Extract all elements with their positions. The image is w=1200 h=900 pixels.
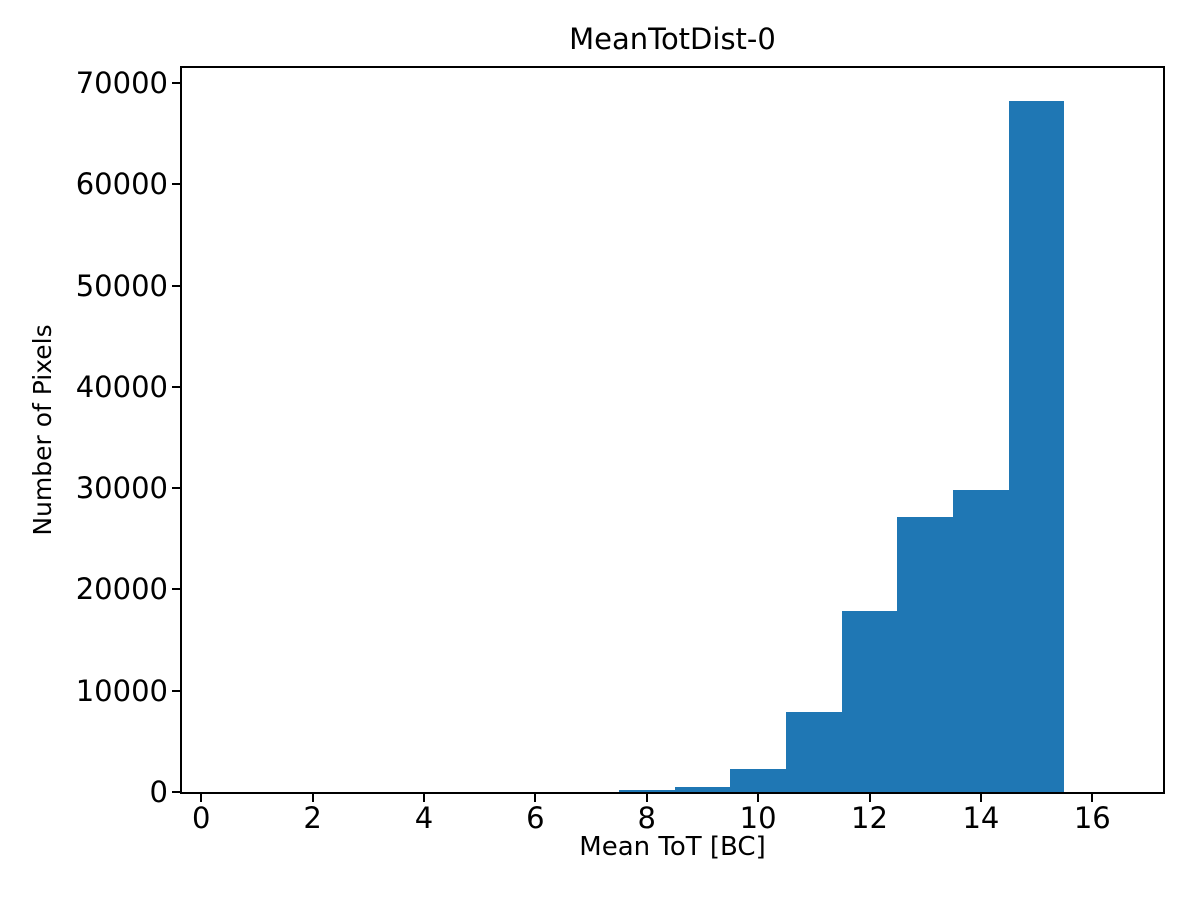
axes-box [180,66,1165,794]
y-tick-mark [172,183,180,186]
histogram-bar [953,489,1009,792]
y-tick-label: 0 [149,775,168,809]
x-tick-mark [979,794,982,802]
x-tick-label: 10 [739,801,777,835]
y-tick-label: 40000 [75,369,168,404]
y-tick-label: 60000 [75,167,168,202]
histogram-bar [618,789,675,792]
x-tick-label: 6 [526,801,545,835]
y-tick-label: 20000 [75,572,168,607]
y-tick-label: 50000 [75,268,168,303]
y-tick-mark [172,385,180,388]
y-tick-mark [172,689,180,692]
y-tick-label: 30000 [75,471,168,506]
x-tick-mark [534,794,537,802]
x-axis-label: Mean ToT [BC] [579,832,766,862]
y-axis-label: Number of Pixels [28,324,57,536]
histogram-bar [786,711,842,792]
x-tick-mark [200,794,203,802]
histogram-bar [841,610,898,792]
x-tick-label: 14 [962,801,1000,835]
histogram-bar [1008,100,1065,792]
x-tick-mark [311,794,314,802]
chart-title: MeanTotDist-0 [569,22,776,56]
y-tick-mark [172,81,180,84]
x-tick-mark [1091,794,1094,802]
histogram-bar [730,769,786,792]
histogram-bar [674,786,731,792]
histogram-bar [897,516,954,792]
plot-area [182,68,1163,792]
y-tick-label: 70000 [75,65,168,100]
x-tick-mark [423,794,425,802]
y-tick-mark [172,588,180,591]
x-tick-mark [757,794,760,802]
y-tick-label: 10000 [75,673,168,708]
x-tick-label: 12 [851,801,888,835]
x-tick-label: 2 [303,801,322,835]
x-tick-label: 16 [1073,801,1111,835]
x-tick-mark [645,794,648,802]
y-tick-mark [172,487,180,490]
x-tick-mark [868,794,871,802]
x-tick-label: 8 [637,801,656,835]
x-tick-label: 0 [191,801,211,835]
y-tick-mark [172,284,180,287]
x-tick-label: 4 [414,801,434,835]
y-tick-mark [172,791,180,793]
